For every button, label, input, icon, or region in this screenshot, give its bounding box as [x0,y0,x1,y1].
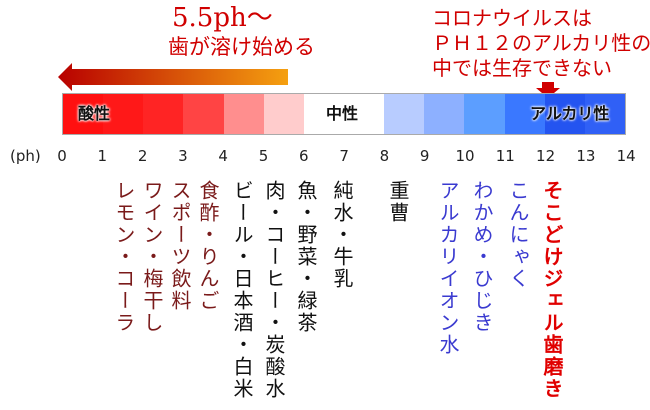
ph-segment-11 [504,94,545,134]
tick-label: 10 [455,147,475,165]
ph-segment-10 [464,94,505,134]
tick-label: 14 [616,147,636,165]
tick-label: 12 [536,147,556,165]
substance-column: 重曹 [386,180,410,224]
annotation-right-line3: 中では生存できない [432,56,612,80]
substance-column: 純水・牛乳 [330,180,354,290]
tick-label: 4 [218,147,228,165]
substance-column: レモン・コーラ [112,180,136,334]
tick-label: 3 [178,147,188,165]
tick-label: 5 [258,147,269,165]
tick-label: 9 [419,147,430,165]
acid-label: 酸性 [78,104,111,123]
tick-label: 11 [495,147,515,165]
ph-segment-8 [384,94,425,134]
tick-label: 6 [299,147,309,165]
ph-segment-1 [103,94,144,134]
annotation-right-line1: コロナウイルスは [432,6,592,30]
annotation-left-line1: 5.5ph～ [172,3,273,33]
substance-column: 肉・コーヒー・炭酸水 [262,180,286,400]
ph-segment-13 [584,94,625,134]
acid-direction-arrow-icon [58,63,288,91]
substance-column: そこどけジェル歯磨き [540,180,564,400]
substance-column: ビール・日本酒・白米 [230,180,254,400]
tick-label: 1 [97,147,108,165]
substance-column: ワイン・梅干し [140,180,164,334]
ph-segment-12 [544,94,585,134]
ph-segment-2 [143,94,184,134]
tick-label: 7 [339,147,349,165]
annotation-right-line2: ＰＨ１２のアルカリ性の [432,31,650,55]
tick-label: 8 [379,147,390,165]
substance-column: スポーツ飲料 [168,180,192,312]
tick-label: 2 [137,147,148,165]
ph12-pointer-arrow-icon [536,82,560,98]
ph-segment-0 [63,94,104,134]
ph-segment-7 [343,94,385,134]
ph-segment-3 [183,94,224,134]
substance-column: わかめ・ひじき [470,180,494,334]
axis-unit: (ph) [10,147,41,165]
ph-segment-5 [263,94,304,134]
substance-column: 食酢・りんご [196,180,220,312]
ph-scale-bar [62,93,626,135]
substance-column: こんにゃく [506,180,530,290]
ph-segment-9 [424,94,465,134]
tick-label: 13 [576,147,596,165]
substance-column: アルカリイオン水 [436,180,460,356]
ph-segment-6 [303,94,344,134]
annotation-left-line2: 歯が溶け始める [168,35,315,59]
tick-label: 0 [57,147,67,165]
alkaline-label: アルカリ性 [530,104,610,123]
substance-column: 魚・野菜・緑茶 [294,180,318,334]
neutral-label: 中性 [326,104,359,123]
ph-segment-4 [223,94,264,134]
